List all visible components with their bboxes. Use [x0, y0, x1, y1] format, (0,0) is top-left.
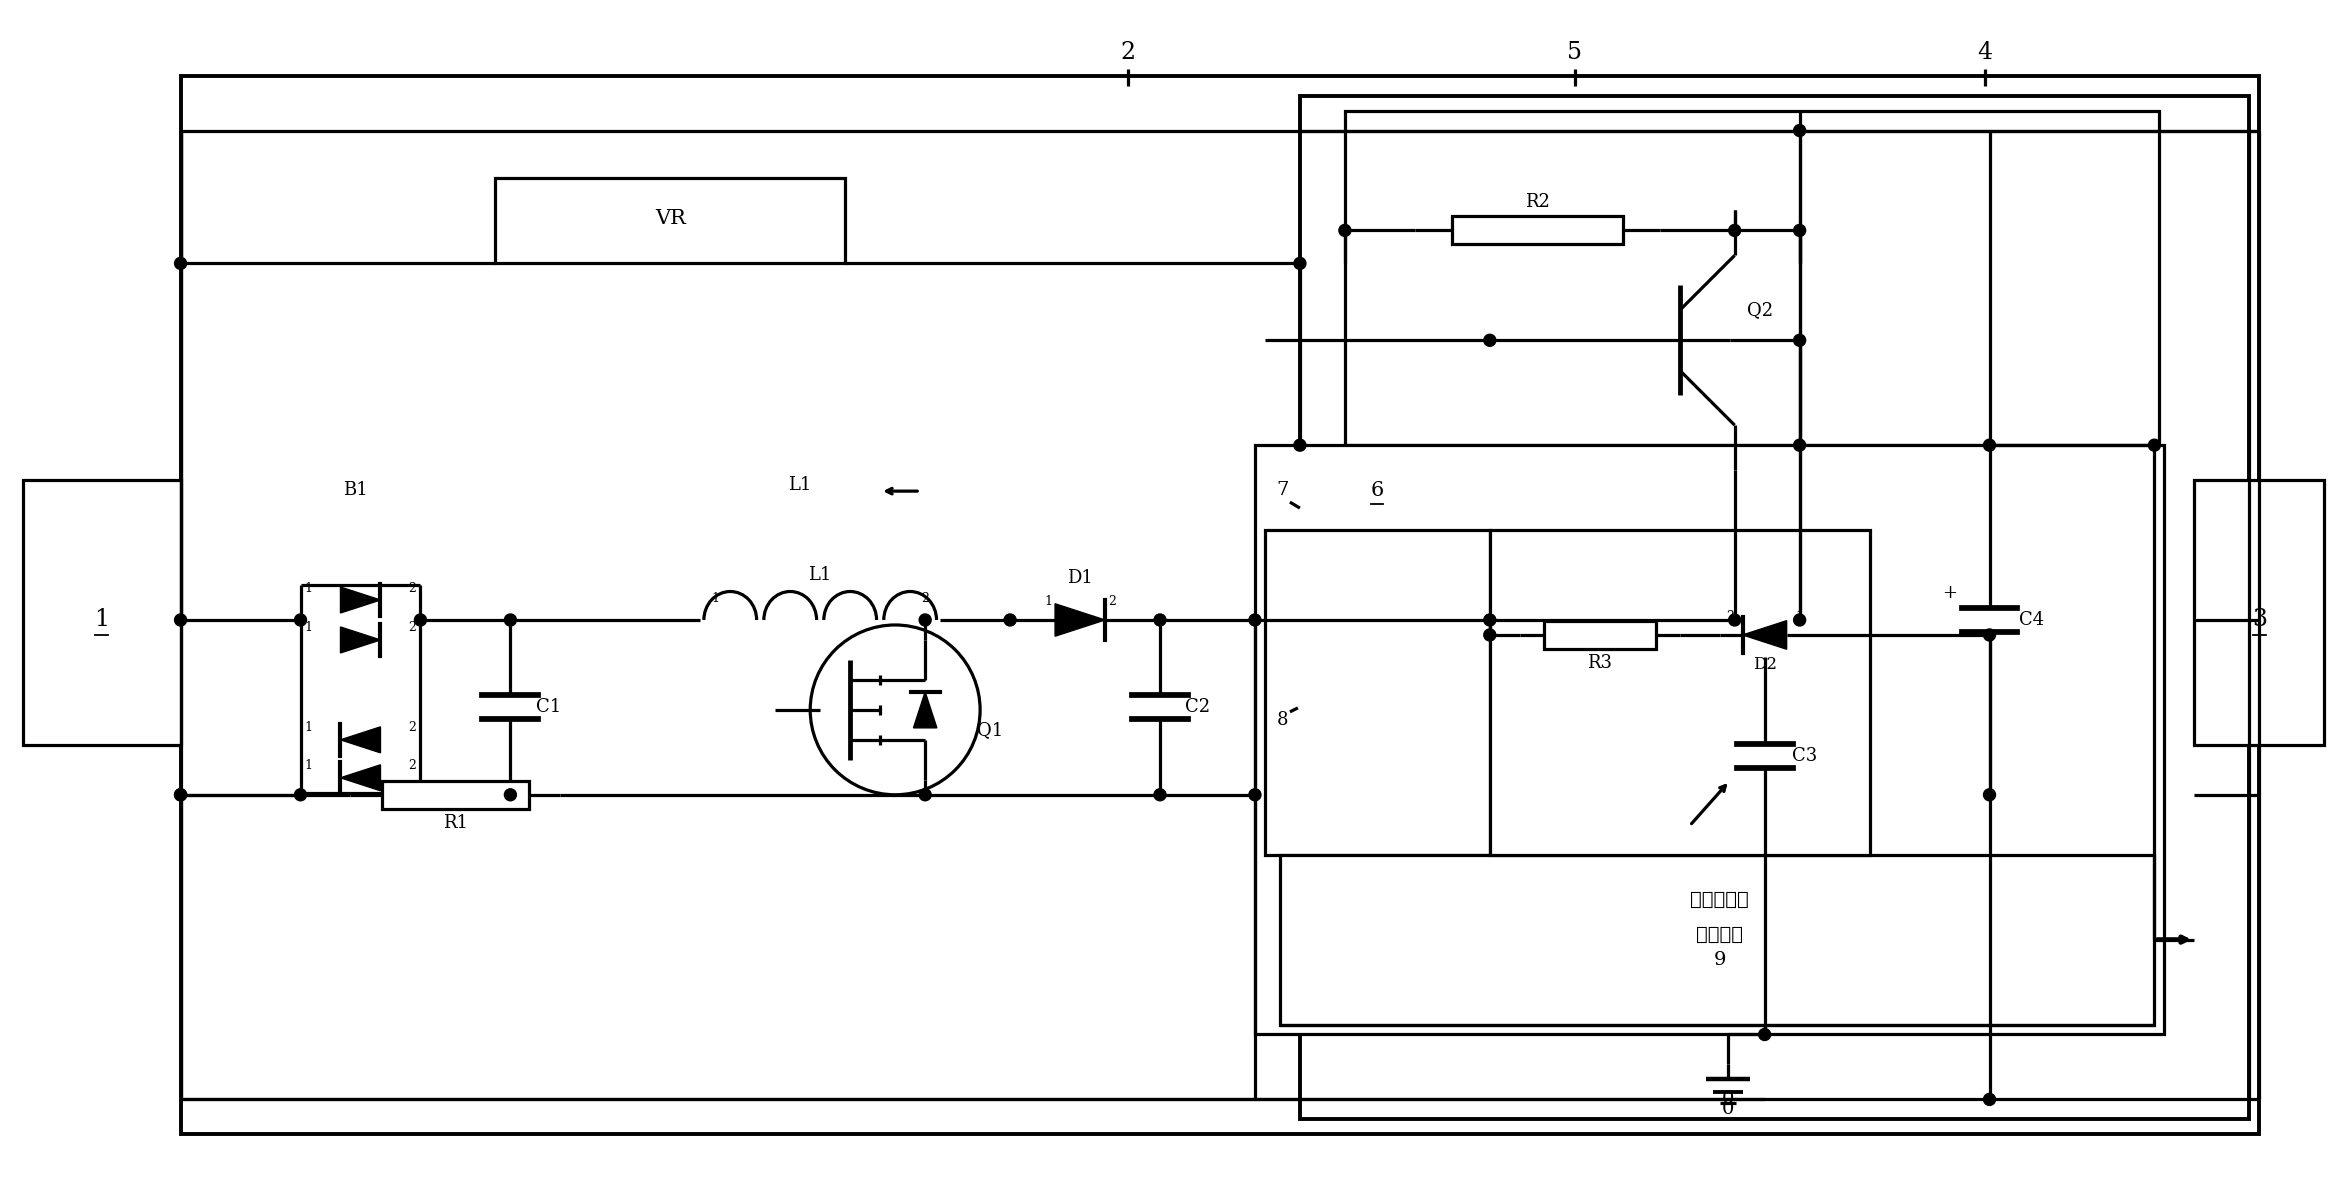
Circle shape: [1483, 334, 1497, 346]
Circle shape: [1249, 614, 1261, 626]
Circle shape: [1293, 257, 1305, 269]
Text: 2: 2: [409, 759, 416, 772]
Text: L1: L1: [788, 476, 812, 494]
Circle shape: [1983, 440, 1995, 452]
Circle shape: [175, 789, 187, 801]
Text: R2: R2: [1525, 193, 1551, 211]
Text: 1: 1: [304, 581, 313, 594]
Circle shape: [1983, 1093, 1995, 1105]
Text: 3: 3: [2252, 609, 2266, 632]
Text: 1: 1: [304, 621, 313, 634]
Text: 2: 2: [409, 581, 416, 594]
Circle shape: [175, 614, 187, 626]
Text: 2: 2: [1726, 610, 1733, 623]
Text: 2: 2: [922, 592, 929, 604]
Bar: [1300, 96, 2250, 1119]
Text: 9: 9: [1714, 950, 1726, 968]
Polygon shape: [1055, 604, 1104, 637]
Bar: [1256, 446, 2164, 1034]
Text: 0: 0: [1722, 1091, 1733, 1109]
Circle shape: [1338, 225, 1352, 237]
Text: L1: L1: [809, 566, 833, 584]
Text: 8: 8: [1277, 711, 1289, 729]
Bar: [23, 480, 180, 745]
Circle shape: [1249, 789, 1261, 801]
Text: C2: C2: [1186, 698, 1212, 716]
Text: 激活电路: 激活电路: [1696, 926, 1743, 944]
Circle shape: [1794, 614, 1806, 626]
Circle shape: [414, 614, 426, 626]
Polygon shape: [915, 692, 938, 728]
Bar: [381, 781, 529, 808]
Text: Q1: Q1: [978, 721, 1003, 739]
Circle shape: [1794, 440, 1806, 452]
Text: 开关和负载: 开关和负载: [1691, 891, 1750, 909]
Text: +: +: [1941, 584, 1958, 602]
Circle shape: [1729, 614, 1740, 626]
Text: D1: D1: [1067, 569, 1092, 587]
Text: C4: C4: [2019, 611, 2044, 629]
Text: 1: 1: [94, 609, 110, 632]
Text: 2: 2: [409, 621, 416, 634]
Polygon shape: [341, 727, 381, 753]
Circle shape: [1003, 614, 1015, 626]
Bar: [1544, 621, 1656, 649]
Circle shape: [1983, 629, 1995, 641]
Text: 2: 2: [1109, 596, 1116, 609]
Bar: [180, 76, 2259, 1135]
Polygon shape: [1743, 621, 1787, 650]
Bar: [1453, 216, 1623, 245]
Circle shape: [175, 257, 187, 269]
Circle shape: [2150, 440, 2161, 452]
Circle shape: [505, 789, 517, 801]
Text: 7: 7: [1277, 482, 1289, 500]
Bar: [1490, 530, 1869, 855]
Circle shape: [1794, 334, 1806, 346]
Circle shape: [1794, 125, 1806, 137]
Circle shape: [1293, 440, 1305, 452]
Circle shape: [1483, 614, 1497, 626]
Bar: [496, 179, 844, 263]
Text: C3: C3: [1792, 747, 1817, 765]
Text: 1: 1: [1043, 596, 1053, 609]
Circle shape: [1483, 629, 1497, 641]
Text: VR: VR: [655, 209, 685, 228]
Bar: [1279, 855, 2154, 1024]
Text: 6: 6: [1371, 480, 1382, 500]
Text: C1: C1: [536, 698, 561, 716]
Text: 2: 2: [409, 722, 416, 734]
Circle shape: [1759, 1028, 1771, 1040]
Circle shape: [175, 789, 187, 801]
Text: R1: R1: [442, 814, 468, 832]
Text: 5: 5: [1567, 41, 1581, 64]
Circle shape: [295, 789, 306, 801]
Circle shape: [919, 614, 931, 626]
Circle shape: [1983, 789, 1995, 801]
Text: 4: 4: [1976, 41, 1993, 64]
Circle shape: [1794, 225, 1806, 237]
Bar: [1265, 530, 1490, 855]
Circle shape: [1153, 789, 1167, 801]
Circle shape: [1153, 614, 1167, 626]
Text: 1: 1: [1796, 610, 1803, 623]
Polygon shape: [341, 765, 381, 790]
Circle shape: [1729, 225, 1740, 237]
Text: 0: 0: [1722, 1100, 1733, 1118]
Text: 2: 2: [1120, 41, 1137, 64]
Bar: [2194, 480, 2325, 745]
Text: Q2: Q2: [1747, 301, 1773, 319]
Text: 1: 1: [304, 722, 313, 734]
Text: 1: 1: [711, 592, 720, 604]
Polygon shape: [341, 627, 381, 653]
Circle shape: [505, 614, 517, 626]
Text: R3: R3: [1588, 653, 1612, 671]
Polygon shape: [341, 587, 381, 613]
Bar: [1345, 110, 2159, 446]
Text: B1: B1: [344, 482, 367, 500]
Circle shape: [919, 789, 931, 801]
Circle shape: [295, 614, 306, 626]
Text: D2: D2: [1752, 657, 1778, 674]
Text: 1: 1: [304, 759, 313, 772]
